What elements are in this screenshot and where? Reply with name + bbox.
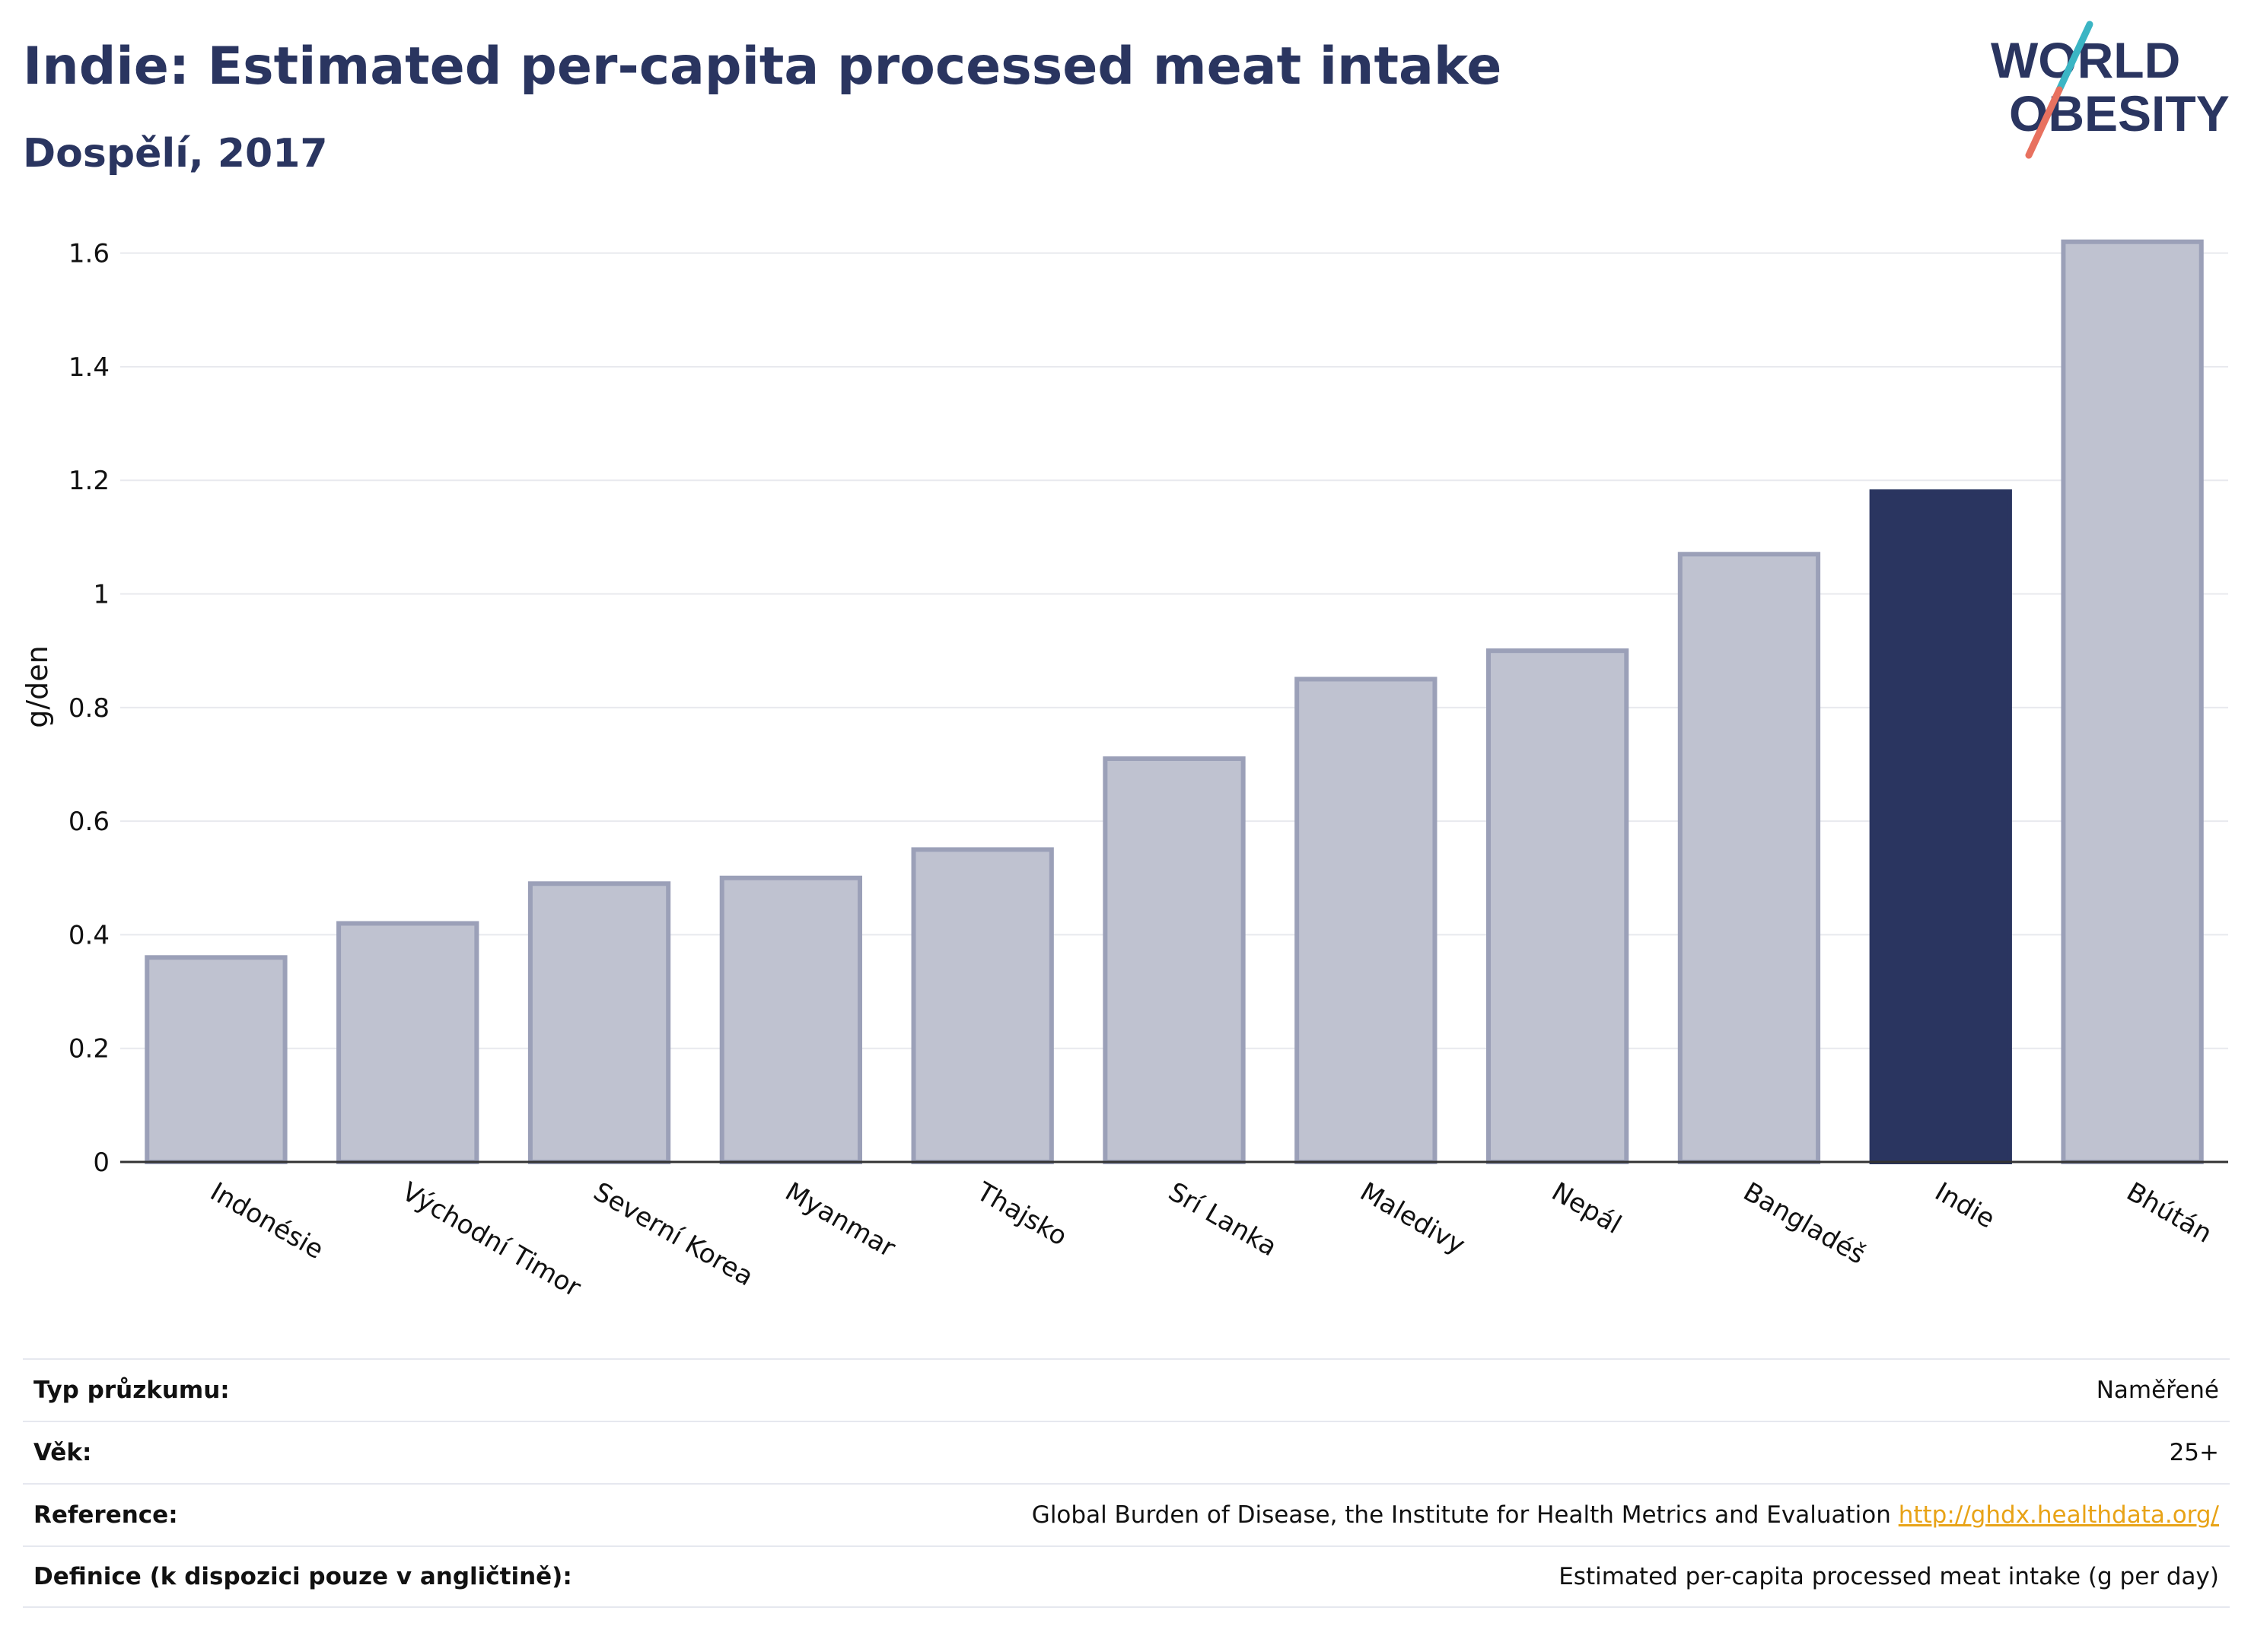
y-tick-label: 0.8: [68, 693, 110, 724]
x-tick-label: Bangladéš: [1738, 1176, 1871, 1271]
bar-indie: [1869, 489, 2012, 1164]
bar-východní-timor: [336, 921, 479, 1164]
bar-indonésie: [145, 955, 288, 1165]
x-tick-label: Indie: [1930, 1176, 2000, 1234]
x-tick-label: Myanmar: [780, 1176, 900, 1264]
survey-type-value: Naměřené: [2096, 1377, 2219, 1404]
survey-type-label: Typ průzkumu:: [33, 1377, 230, 1404]
logo-slash-teal: [2055, 21, 2093, 94]
y-tick-label: 1: [93, 580, 110, 610]
bar-srí-lanka: [1103, 756, 1246, 1164]
definition-row: Definice (k dispozici pouze v angličtině…: [23, 1545, 2230, 1608]
survey-type-row: Typ průzkumu: Naměřené: [23, 1358, 2230, 1421]
world-obesity-logo: WORLD OBESITY: [1991, 21, 2230, 159]
x-tick-label: Bhútán: [2122, 1176, 2218, 1249]
logo-line1: WORLD: [1991, 32, 2180, 88]
bar-severní-korea: [527, 881, 671, 1164]
x-tick-label: Východní Timor: [396, 1176, 586, 1303]
x-tick-label: Indonésie: [205, 1176, 328, 1265]
bar-myanmar: [719, 875, 863, 1164]
x-tick-label: Nepál: [1546, 1176, 1626, 1240]
y-tick-label: 1.4: [68, 352, 110, 383]
y-tick-label: 0.2: [68, 1034, 110, 1065]
y-tick-labels: 0 0.2 0.4 0.6 0.8 1 1.2 1.4 1.6: [68, 239, 110, 1178]
bar-bhútán: [2061, 239, 2204, 1164]
reference-text: Global Burden of Disease, the Institute …: [1031, 1501, 1891, 1529]
y-tick-label: 0: [93, 1147, 110, 1178]
y-tick-label: 0.4: [68, 920, 110, 950]
definition-label: Definice (k dispozici pouze v angličtině…: [33, 1563, 572, 1590]
reference-label: Reference:: [33, 1501, 178, 1529]
definition-value: Estimated per-capita processed meat inta…: [1559, 1563, 2219, 1590]
x-tick-label: Severní Korea: [588, 1176, 759, 1292]
x-tick-label: Maledivy: [1355, 1176, 1469, 1261]
y-axis-title: g/den: [21, 645, 54, 728]
bar-maledivy: [1294, 676, 1438, 1164]
metadata-table: Typ průzkumu: Naměřené Věk: 25+ Referenc…: [23, 1358, 2230, 1608]
reference-value: Global Burden of Disease, the Institute …: [1032, 1501, 2219, 1529]
y-tick-label: 1.2: [68, 466, 110, 496]
age-label: Věk:: [33, 1439, 92, 1466]
chart-title: Indie: Estimated per-capita processed me…: [23, 37, 1502, 97]
logo-slash-coral: [2025, 86, 2063, 159]
reference-link[interactable]: http://ghdx.healthdata.org/: [1898, 1501, 2219, 1529]
age-row: Věk: 25+: [23, 1421, 2230, 1483]
bar-bangladéš: [1677, 552, 1821, 1164]
y-tick-label: 1.6: [68, 239, 110, 269]
bar-chart: 0 0.2 0.4 0.6 0.8 1 1.2 1.4 1.6 Indonésie Východn…: [21, 239, 2228, 1303]
x-tick-labels: Indonésie Východní Timor Severní Korea Myan…: [205, 1176, 2217, 1303]
x-tick-label: Thajsko: [971, 1176, 1072, 1253]
bars: [145, 239, 2204, 1165]
age-value: 25+: [2169, 1439, 2219, 1466]
chart-subtitle: Dospělí, 2017: [23, 131, 328, 177]
bar-thajsko: [911, 847, 1054, 1164]
bar-nepál: [1485, 648, 1629, 1164]
x-tick-label: Srí Lanka: [1164, 1176, 1282, 1262]
y-tick-label: 0.6: [68, 807, 110, 837]
reference-row: Reference: Global Burden of Disease, the…: [23, 1483, 2230, 1545]
